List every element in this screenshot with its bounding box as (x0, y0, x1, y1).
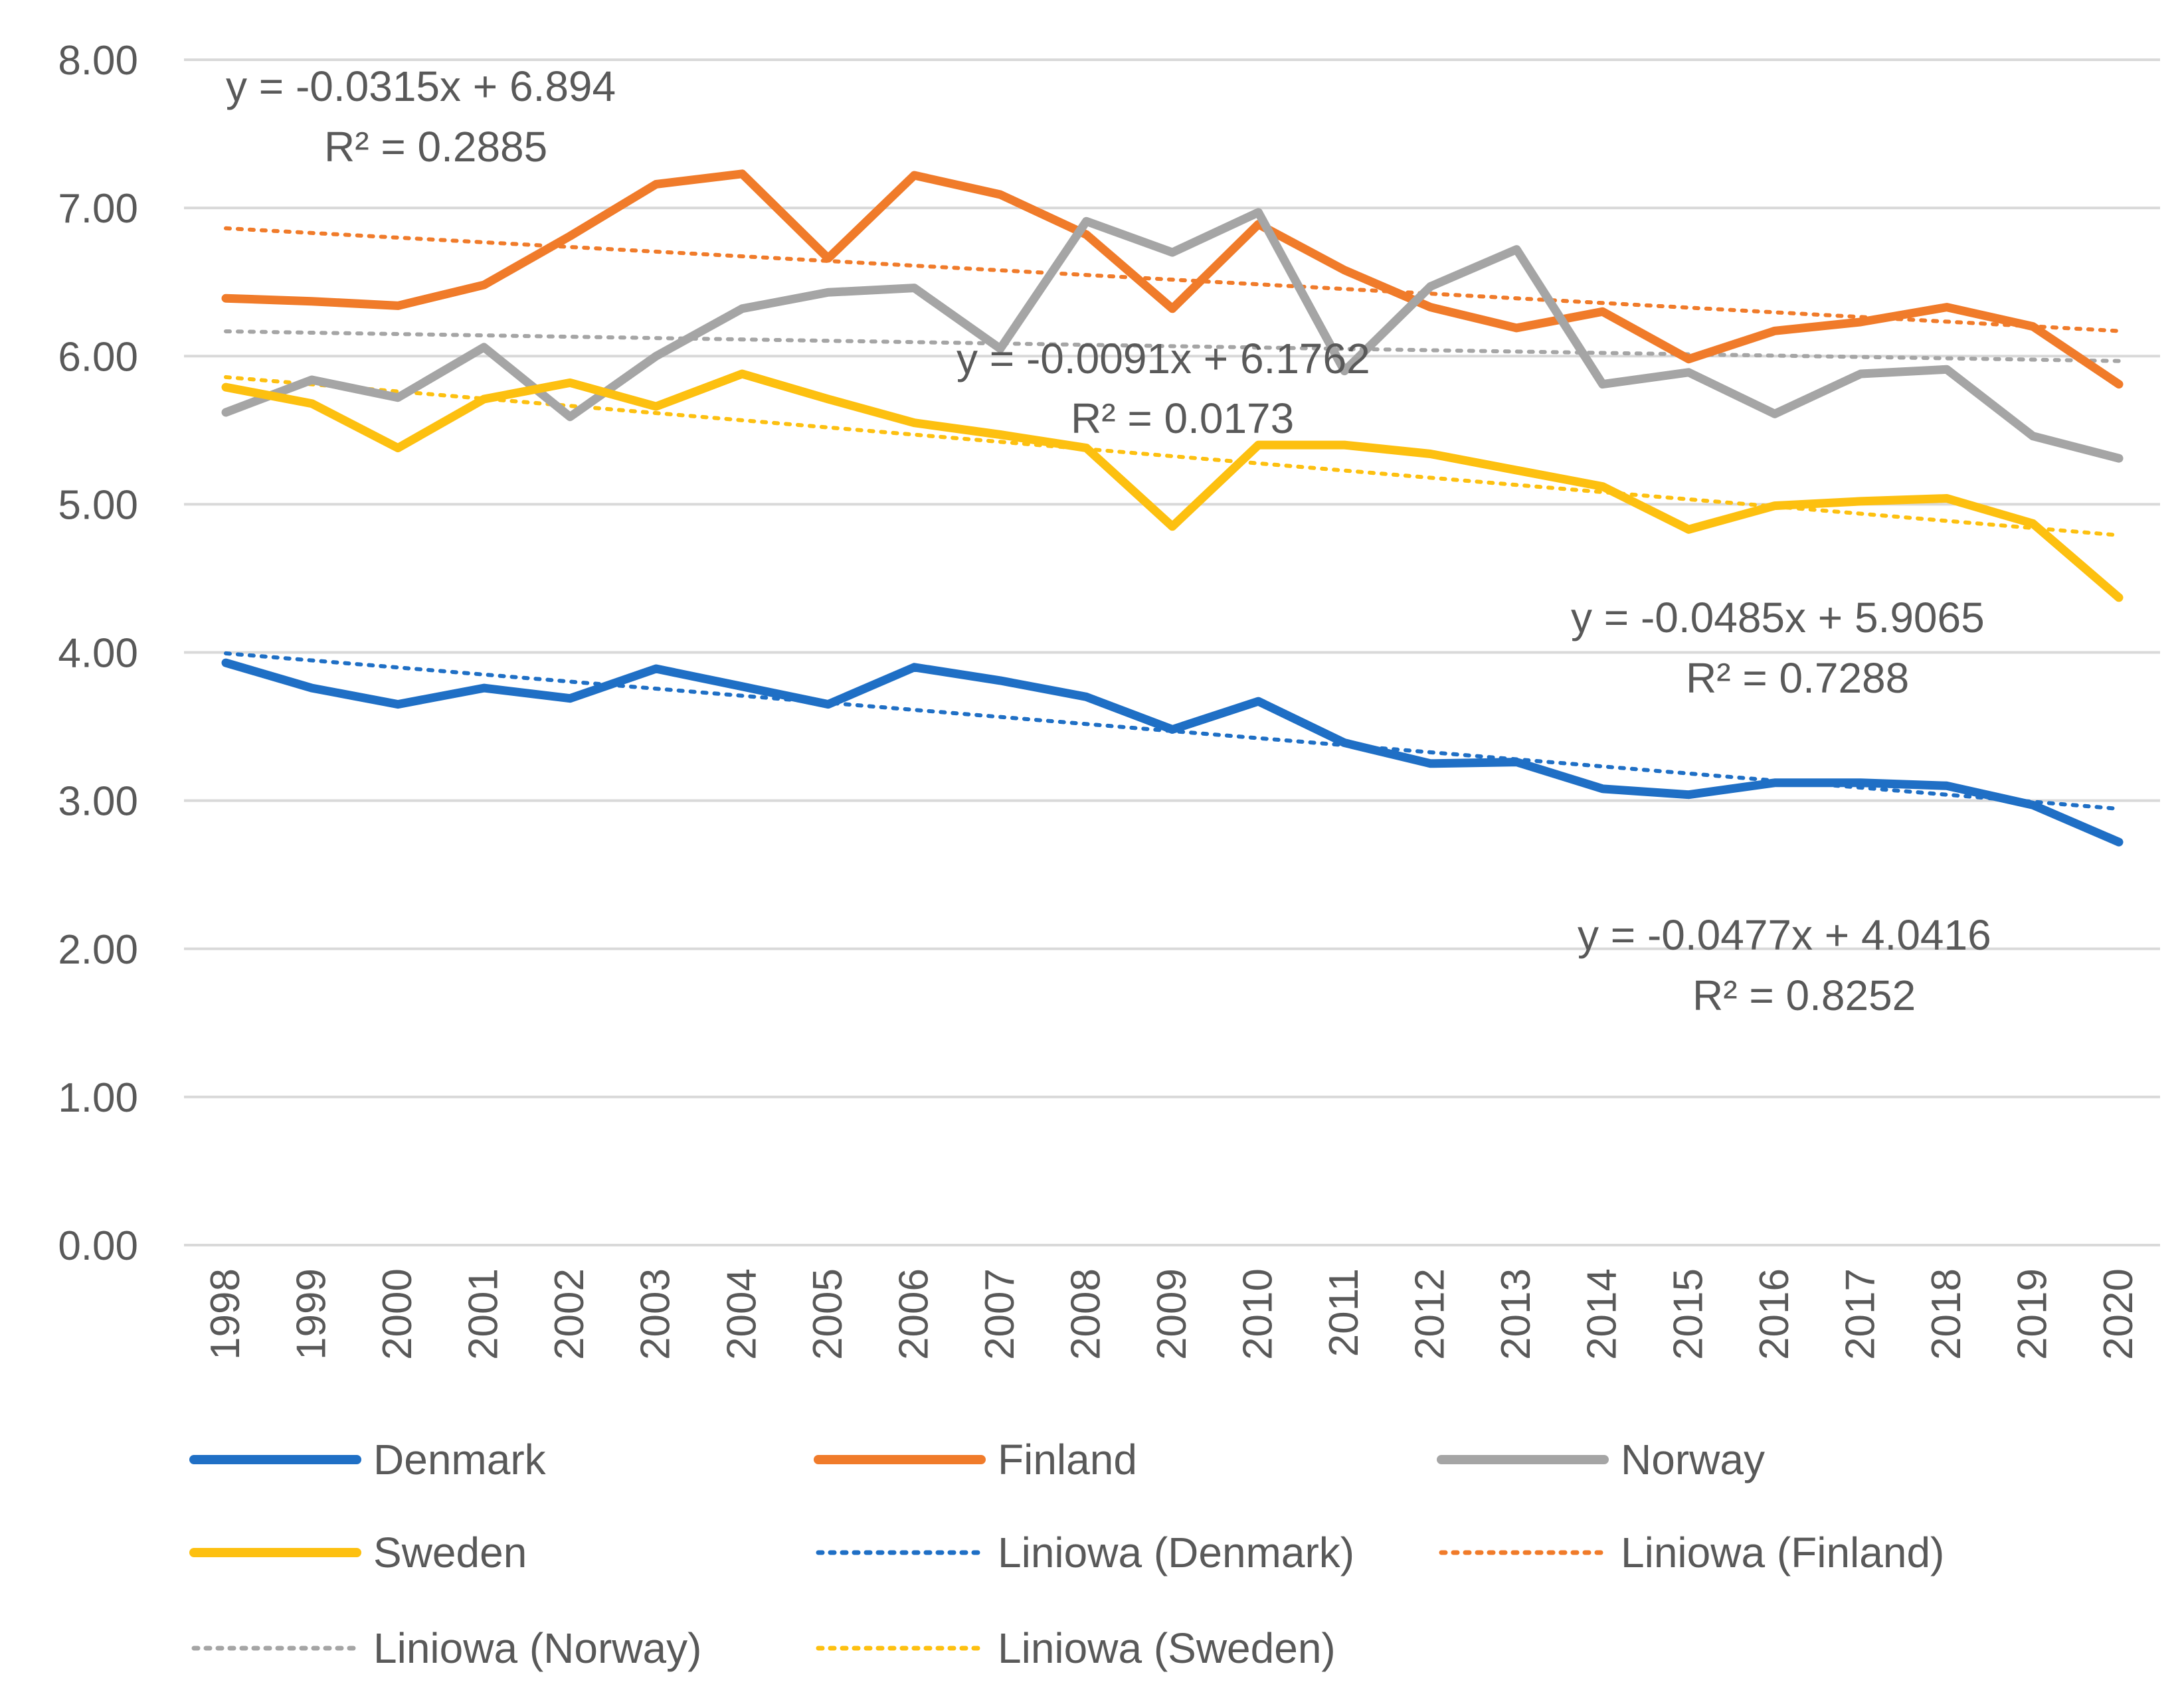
x-tick-label: 2012 (1408, 1268, 1453, 1360)
gridlines (184, 58, 2160, 1246)
trendline-r2-sweden: R² = 0.7288 (1686, 654, 1909, 702)
y-tick-label: 3.00 (58, 779, 138, 825)
x-tick-label: 2018 (1924, 1268, 1969, 1360)
series-line-denmark (221, 658, 2124, 847)
x-tick-label: 2016 (1752, 1268, 1797, 1360)
x-tick-label: 2005 (805, 1268, 851, 1360)
trendline-equation-finland: y = -0.0315x + 6.894 (226, 62, 616, 110)
x-tick-label: 2015 (1665, 1268, 1711, 1360)
x-tick-label: 2006 (891, 1268, 937, 1360)
legend-label: Liniowa (Sweden) (998, 1624, 1336, 1672)
y-tick-label: 0.00 (58, 1223, 138, 1269)
x-tick-label: 2011 (1321, 1268, 1367, 1357)
legend-item-norway: Norway (1437, 1436, 1765, 1484)
trendline-equations: y = -0.0477x + 4.0416 R² = 0.8252 y = -0.0… (226, 62, 1991, 1019)
legend: Denmark Finland Norway Sweden Liniowa (Denma… (189, 1436, 1944, 1672)
legend-item-liniowa-norway: Liniowa (Norway) (191, 1624, 701, 1672)
x-tick-label: 2014 (1580, 1268, 1625, 1360)
x-tick-label: 2010 (1235, 1268, 1281, 1360)
trendline-finland (224, 226, 2121, 333)
trendline-norway (224, 329, 2121, 363)
series-line-sweden (221, 369, 2124, 602)
trendline-equation-sweden: y = -0.0485x + 5.9065 (1571, 594, 1985, 641)
legend-item-sweden: Sweden (189, 1529, 527, 1576)
x-tick-label: 2020 (2096, 1268, 2141, 1360)
y-tick-label: 5.00 (58, 482, 138, 528)
x-tick-label: 2007 (977, 1268, 1023, 1360)
legend-item-finland: Finland (814, 1436, 1137, 1484)
trendline-r2-finland: R² = 0.2885 (324, 123, 547, 171)
legend-item-liniowa-sweden: Liniowa (Sweden) (816, 1624, 1336, 1672)
y-tick-label: 6.00 (58, 334, 138, 380)
trendlines (224, 226, 2121, 811)
x-axis-ticks: 1998 1999 2000 2001 2002 2003 2004 2005 2006 2007… (203, 1268, 2141, 1360)
legend-label: Denmark (373, 1436, 547, 1484)
x-tick-label: 2019 (2009, 1268, 2055, 1360)
x-tick-label: 2008 (1063, 1268, 1109, 1360)
trendline-r2-norway: R² = 0.0173 (1071, 394, 1294, 442)
trendline-equation-denmark: y = -0.0477x + 4.0416 (1578, 911, 1991, 959)
y-tick-label: 2.00 (58, 927, 138, 973)
series-line-finland (221, 169, 2124, 389)
y-tick-label: 8.00 (58, 38, 138, 84)
x-tick-label: 2001 (461, 1268, 507, 1360)
series-line-norway (221, 208, 2124, 463)
x-tick-label: 2017 (1837, 1268, 1883, 1360)
x-tick-label: 2002 (547, 1268, 592, 1360)
x-tick-label: 2013 (1493, 1268, 1539, 1360)
y-tick-label: 4.00 (58, 631, 138, 677)
legend-item-liniowa-finland: Liniowa (Finland) (1439, 1529, 1944, 1576)
series-lines (221, 169, 2124, 847)
legend-label: Finland (998, 1436, 1137, 1484)
legend-item-liniowa-denmark: Liniowa (Denmark) (816, 1529, 1354, 1576)
x-tick-label: 1999 (289, 1268, 335, 1360)
x-tick-label: 1998 (203, 1268, 248, 1360)
x-tick-label: 2000 (375, 1268, 420, 1360)
x-tick-label: 2009 (1149, 1268, 1195, 1360)
y-axis-ticks: 0.00 1.00 2.00 3.00 4.00 5.00 6.00 7.00 8.00 (58, 38, 138, 1269)
legend-item-denmark: Denmark (189, 1436, 547, 1484)
legend-label: Sweden (373, 1529, 527, 1576)
legend-label: Liniowa (Denmark) (998, 1529, 1354, 1576)
legend-label: Norway (1621, 1436, 1765, 1484)
trendline-sweden (224, 375, 2121, 538)
x-tick-label: 2004 (719, 1268, 765, 1360)
legend-label: Liniowa (Finland) (1621, 1529, 1944, 1576)
x-tick-label: 2003 (633, 1268, 679, 1360)
trendline-r2-denmark: R² = 0.8252 (1692, 972, 1916, 1019)
y-tick-label: 1.00 (58, 1075, 138, 1121)
legend-label: Liniowa (Norway) (373, 1624, 701, 1672)
y-tick-label: 7.00 (58, 186, 138, 232)
trendline-equation-norway: y = -0.0091x + 6.1762 (956, 335, 1370, 382)
